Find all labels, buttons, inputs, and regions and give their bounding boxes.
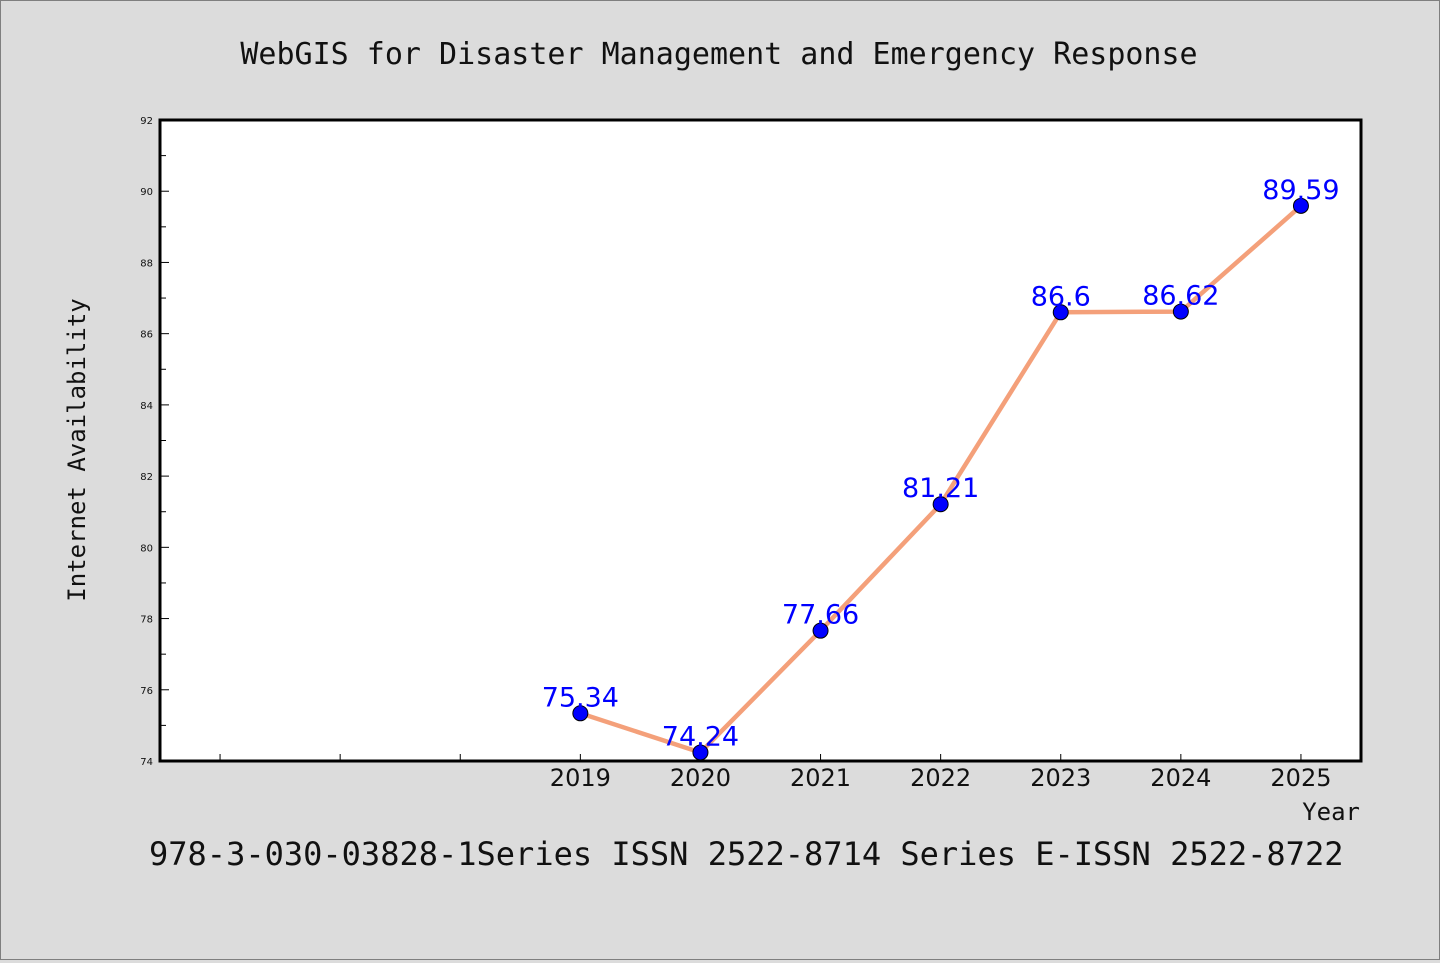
- data-label: 86.6: [1031, 281, 1091, 312]
- data-label: 86.62: [1142, 281, 1219, 312]
- plot-area: [158, 118, 1363, 763]
- data-label: 89.59: [1262, 175, 1339, 206]
- data-label: 81.21: [902, 473, 979, 504]
- y-tick-label: 74: [140, 757, 153, 768]
- y-tick-label: 92: [140, 116, 153, 127]
- x-axis: 2019 2020 2021 2022 2023 2024 2025: [219, 754, 1331, 792]
- data-label: 74.24: [662, 721, 739, 752]
- chart-title: WebGIS for Disaster Management and Emerg…: [240, 37, 1197, 72]
- x-axis-label: Year: [1302, 798, 1360, 826]
- data-point: [932, 496, 949, 513]
- x-tick-label: 2025: [1270, 764, 1331, 792]
- y-tick-label: 90: [140, 187, 153, 198]
- x-tick-label: 2019: [550, 764, 611, 792]
- footer-isbn-text: 978-3-030-03828-1Series ISSN 2522-8714 S…: [149, 835, 1343, 873]
- data-label: 75.34: [542, 682, 619, 713]
- y-tick-label: 84: [140, 401, 153, 412]
- x-tick-label: 2021: [790, 764, 851, 792]
- y-tick-label: 78: [140, 615, 153, 626]
- x-tick-label: 2022: [910, 764, 971, 792]
- y-tick-label: 80: [140, 543, 153, 554]
- data-point: [572, 705, 589, 722]
- y-axis: 74 76 78 80 82 84 86 88 90 92: [140, 116, 169, 768]
- x-tick-label: 2023: [1030, 764, 1091, 792]
- y-tick-label: 88: [140, 258, 153, 269]
- data-point: [1172, 303, 1189, 320]
- data-labels: 75.34 74.24 77.66 81.21 86.6 86.62 89.59: [542, 175, 1340, 753]
- y-axis-label: Internet Availability: [63, 298, 91, 601]
- data-point: [1292, 197, 1309, 214]
- y-tick-label: 76: [140, 686, 153, 697]
- x-tick-label: 2024: [1150, 764, 1211, 792]
- y-tick-label: 82: [140, 472, 153, 483]
- y-tick-label: 86: [140, 330, 153, 341]
- data-point: [692, 744, 709, 761]
- x-tick-label: 2020: [670, 764, 731, 792]
- data-label: 77.66: [782, 600, 859, 631]
- series-layer: [572, 197, 1309, 761]
- data-point: [812, 622, 829, 639]
- data-point: [1052, 304, 1069, 321]
